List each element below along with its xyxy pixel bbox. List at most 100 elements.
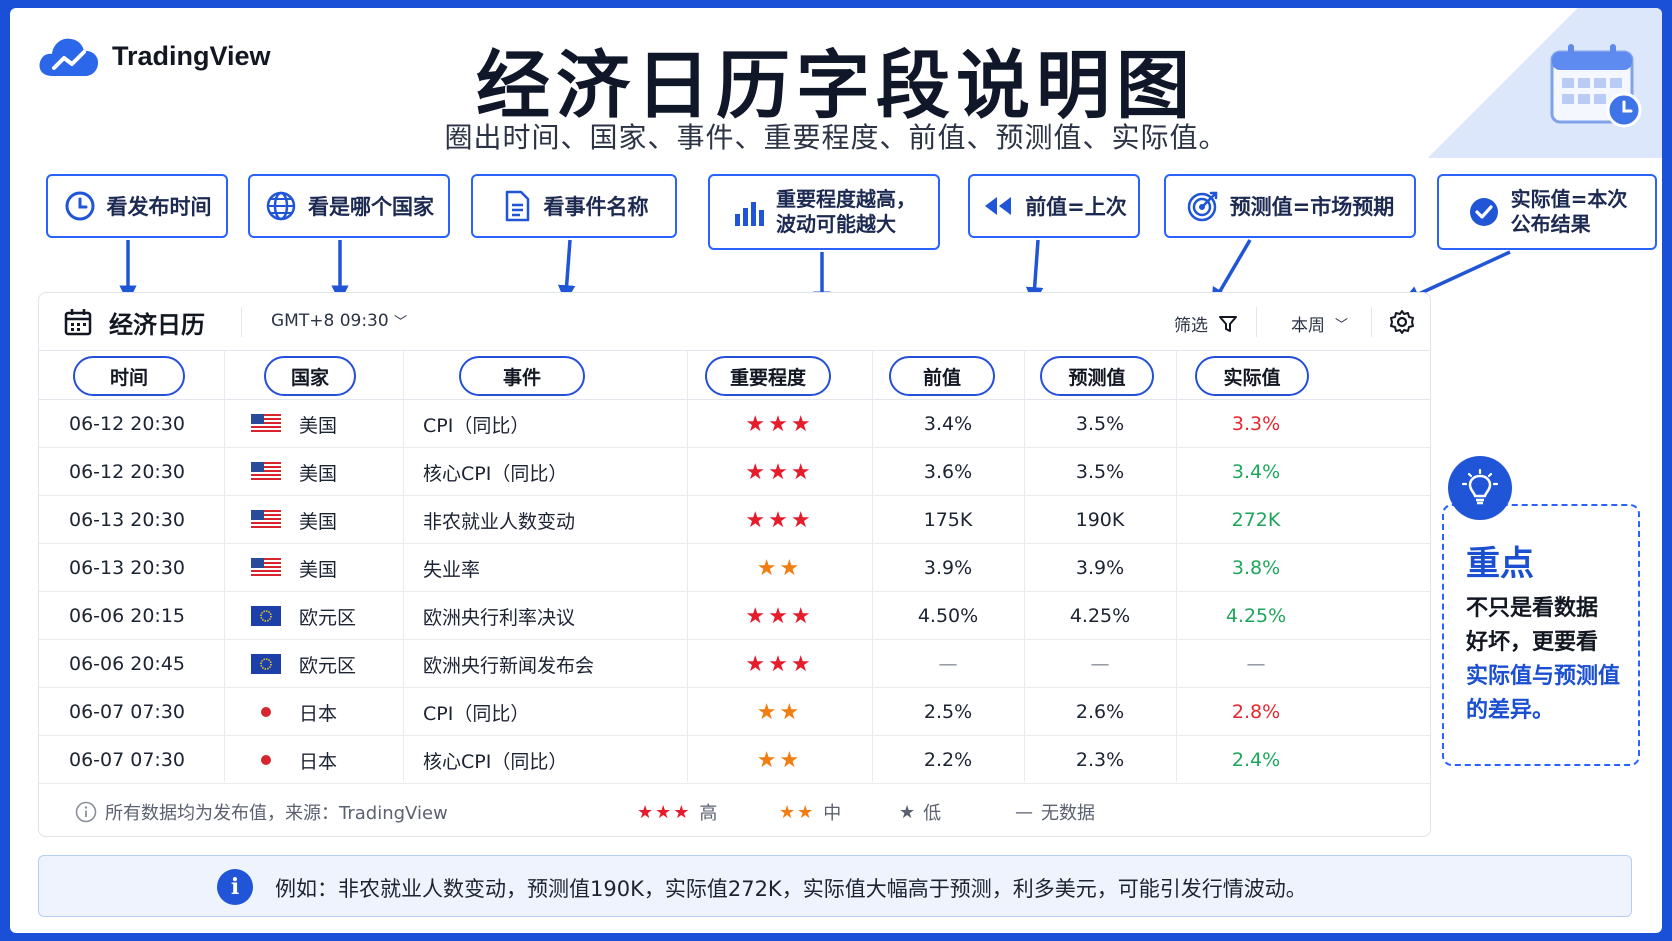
callout-forecast: 预测值=市场预期 (1164, 174, 1416, 238)
table-row[interactable]: 06-13 20:30 美国 非农就业人数变动 ★★★ 175K 190K 272K (39, 496, 1430, 544)
calendar-icon (63, 307, 93, 341)
page-subtitle: 圈出时间、国家、事件、重要程度、前值、预测值、实际值。 (444, 121, 1228, 154)
country-name: 美国 (299, 414, 338, 437)
legend-high: ★★★ 高 (637, 799, 717, 825)
column-header-time[interactable]: 时间 (73, 356, 185, 396)
cell-event: CPI（同比） (423, 414, 530, 437)
country-name: 日本 (299, 702, 338, 725)
calendar-toolbar: 经济日历 GMT+8 09:30 ﹀ 筛选 本周 ﹀ (39, 293, 1430, 351)
table-row[interactable]: 06-07 07:30 日本 核心CPI（同比） ★★ 2.2% 2.3% 2.4% (39, 736, 1430, 784)
column-header-previous[interactable]: 前值 (889, 356, 995, 396)
flag-us-icon (251, 462, 281, 482)
cell-forecast: 3.5% (1075, 413, 1125, 435)
cell-importance-stars: ★★ (756, 699, 803, 725)
table-row[interactable]: 06-06 20:45 欧元区 欧洲央行新闻发布会 ★★★ — — — (39, 640, 1430, 688)
period-label: 本周 (1291, 316, 1325, 336)
filter-button[interactable]: 筛选 (1174, 311, 1238, 336)
column-header-actual[interactable]: 实际值 (1195, 356, 1309, 396)
table-row[interactable]: 06-12 20:30 美国 CPI（同比） ★★★ 3.4% 3.5% 3.3% (39, 400, 1430, 448)
cell-forecast: 3.5% (1075, 461, 1125, 483)
column-divider (224, 351, 225, 782)
cell-actual: 3.4% (1231, 461, 1281, 483)
callout-previous: 前值=上次 (968, 174, 1140, 238)
callout-country: 看是哪个国家 (248, 174, 450, 238)
timezone-dropdown[interactable]: GMT+8 09:30 ﹀ (271, 311, 407, 331)
period-dropdown[interactable]: 本周 ﹀ (1291, 311, 1348, 336)
cell-previous: 4.50% (917, 605, 979, 627)
column-divider (872, 351, 873, 782)
cell-actual: 4.25% (1225, 605, 1287, 627)
country-name: 美国 (299, 558, 338, 581)
cell-time: 06-12 20:30 (69, 413, 186, 435)
table-row[interactable]: 06-06 20:15 欧元区 欧洲央行利率决议 ★★★ 4.50% 4.25% 4.25% (39, 592, 1430, 640)
cell-importance-stars: ★★★ (745, 411, 814, 437)
callout-label: 前值=上次 (1025, 195, 1127, 219)
cell-forecast: 190K (1075, 509, 1125, 531)
legend-stars: — (1015, 801, 1033, 823)
lightbulb-icon (1448, 456, 1512, 520)
cell-event: 非农就业人数变动 (423, 510, 576, 533)
filter-icon (1219, 315, 1237, 332)
column-header-importance[interactable]: 重要程度 (705, 356, 831, 396)
legend-mid: ★★ 中 (779, 799, 841, 825)
tradingview-logo-icon (39, 38, 99, 76)
cell-importance-stars: ★★ (756, 555, 803, 581)
cell-previous: 2.2% (923, 749, 973, 771)
note-line-highlight: 实际值与预测值 (1466, 664, 1621, 689)
cell-previous: 2.5% (923, 701, 973, 723)
column-header-event[interactable]: 事件 (459, 356, 585, 396)
legend-label: 低 (923, 803, 942, 824)
callout-label: 实际值=本次 (1510, 187, 1628, 211)
cell-actual: 3.3% (1231, 413, 1281, 435)
example-banner: i 例如：非农就业人数变动，预测值190K，实际值272K，实际值大幅高于预测，… (38, 855, 1632, 917)
cell-country: 日本 (251, 688, 401, 736)
cell-importance-stars: ★★★ (745, 651, 814, 677)
cell-time: 06-06 20:15 (69, 605, 186, 627)
economic-calendar-widget: 经济日历 GMT+8 09:30 ﹀ 筛选 本周 ﹀ 时间 (38, 292, 1431, 837)
cell-previous: 3.4% (923, 413, 973, 435)
country-name: 美国 (299, 510, 338, 533)
divider (241, 307, 242, 337)
flag-jp-icon (251, 750, 281, 770)
cell-previous: 175K (923, 509, 973, 531)
cell-actual: 272K (1231, 509, 1281, 531)
legend-label: 高 (699, 803, 718, 824)
cell-forecast: 3.9% (1075, 557, 1125, 579)
key-point-note: 重点 不只是看数据 好坏，更要看 实际值与预测值 的差异。 (1442, 504, 1640, 766)
cell-country: 美国 (251, 448, 401, 496)
note-line-highlight: 的差异。 (1466, 698, 1555, 723)
timezone-value: GMT+8 09:30 (271, 311, 389, 331)
callout-time: 看发布时间 (46, 174, 228, 238)
cell-actual: 3.8% (1231, 557, 1281, 579)
country-name: 欧元区 (299, 654, 357, 677)
cell-previous: 3.6% (923, 461, 973, 483)
column-headers: 时间 国家 事件 重要程度 前值 预测值 实际值 (39, 351, 1430, 400)
brand-logo: TradingView (38, 34, 271, 78)
flag-us-icon (251, 510, 281, 530)
check-circle-icon (1467, 195, 1501, 229)
table-row[interactable]: 06-13 20:30 美国 失业率 ★★ 3.9% 3.9% 3.8% (39, 544, 1430, 592)
callout-label-2: 公布结果 (1510, 212, 1591, 236)
column-divider (403, 351, 404, 782)
column-divider (687, 351, 688, 782)
calendar-rows: 06-12 20:30 美国 CPI（同比） ★★★ 3.4% 3.5% 3.3% 06-12… (39, 400, 1430, 784)
source-note: 所有数据均为发布值，来源：TradingView (75, 799, 448, 825)
table-row[interactable]: 06-12 20:30 美国 核心CPI（同比） ★★★ 3.6% 3.5% 3.4% (39, 448, 1430, 496)
cell-time: 06-06 20:45 (69, 653, 186, 675)
callout-label: 预测值=市场预期 (1229, 195, 1395, 219)
page-title: 经济日历字段说明图 (476, 43, 1196, 129)
cell-country: 美国 (251, 400, 401, 448)
clock-icon (63, 189, 97, 223)
cell-event: CPI（同比） (423, 702, 530, 725)
note-line: 不只是看数据 (1466, 596, 1599, 621)
note-body: 不只是看数据 好坏，更要看 实际值与预测值 的差异。 (1466, 592, 1636, 728)
legend-low: ★ 低 (899, 799, 941, 825)
gear-icon[interactable] (1389, 309, 1415, 339)
column-header-country[interactable]: 国家 (264, 356, 356, 396)
callout-event: 看事件名称 (471, 174, 677, 238)
cell-importance-stars: ★★ (756, 747, 803, 773)
table-row[interactable]: 06-07 07:30 日本 CPI（同比） ★★ 2.5% 2.6% 2.8% (39, 688, 1430, 736)
note-line: 好坏，更要看 (1466, 630, 1599, 655)
cell-event: 核心CPI（同比） (423, 462, 568, 485)
column-header-forecast[interactable]: 预测值 (1040, 356, 1154, 396)
